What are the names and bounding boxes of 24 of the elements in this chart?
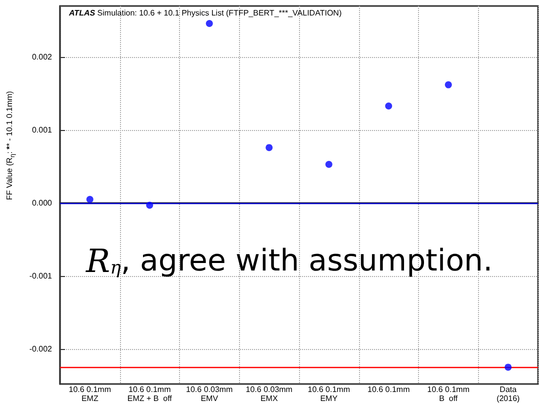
point [206,20,213,28]
x-tick-label: 10.6 0.1mm EMZ [68,385,112,403]
point [504,364,512,371]
y-tick-label: -0.002 [29,344,53,354]
x-tick-label: 10.6 0.1mm EMZ + B off [127,385,173,403]
y-tick-label: -0.001 [29,272,53,280]
annotation: Rη, agree with assumption. [85,242,493,280]
x-tick-label: Data (2016) [496,385,520,403]
x-tick-label: 10.6 0.1mm B off [427,385,470,403]
point [146,202,154,209]
point [86,196,94,203]
chart-title: ATLAS [68,8,96,18]
y-tick-label: 0.000 [32,198,53,208]
y-tick-label: 0.001 [32,126,53,135]
point [325,160,332,168]
x-tick-label: 10.6 0.1mm [368,385,410,394]
chart-subtitle: Simulation: 10.6 + 10.1 Physics List (FTFP_BERT_***_VALIDATION) [95,8,342,18]
point [444,81,452,88]
y-tick-label: 0.002 [32,52,53,62]
x-tick-label: 10.6 0.03mm EMX [246,385,293,403]
x-tick-label: 10.6 0.03mm EMV [186,385,234,403]
x-tick-label: 10.6 0.1mm EMY [308,385,350,403]
point [385,102,392,110]
point [266,144,273,152]
